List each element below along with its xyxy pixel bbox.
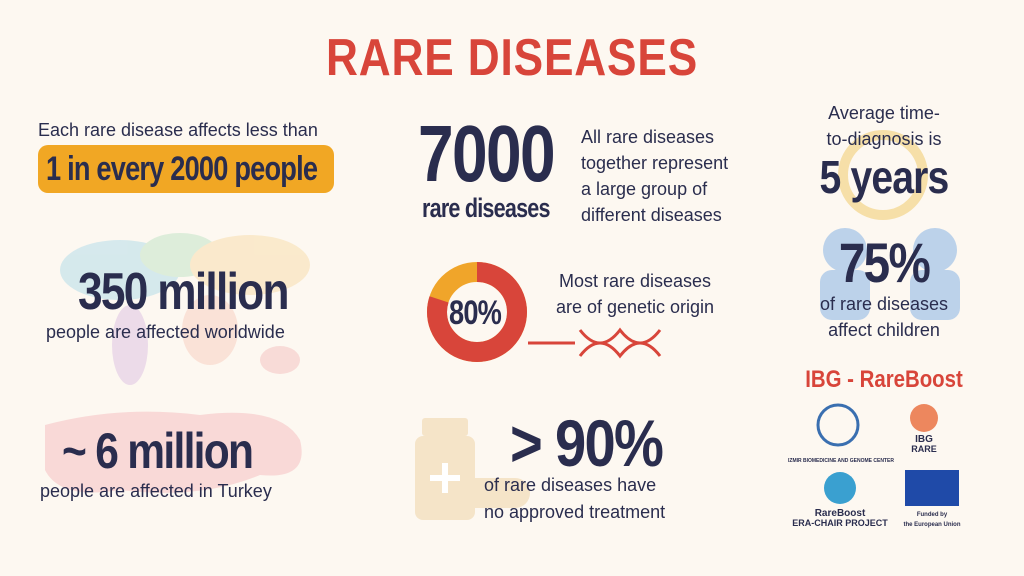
text-line: together represent	[581, 153, 729, 173]
logo-eu	[905, 470, 959, 506]
children-icon	[820, 228, 960, 320]
logo-subtitle: IZMIR BIOMEDICINE AND GENOME CENTER	[788, 458, 894, 464]
turkey-caption: people are affected in Turkey	[40, 481, 272, 501]
clock-icon	[838, 130, 928, 220]
turkey-figure: ~ 6 million	[62, 423, 254, 479]
treatment-figure: > 90%	[510, 406, 664, 480]
logo-rareboost	[824, 472, 856, 504]
logo-name: RareBoost	[814, 508, 866, 519]
children-figure: 75%	[838, 231, 931, 294]
prevalence-intro: Each rare disease affects less than	[38, 120, 318, 140]
prevalence-highlight: 1 in every 2000 people	[46, 150, 318, 188]
text-line: different diseases	[581, 205, 722, 225]
text-line: All rare diseases	[581, 127, 715, 147]
text-line: no approved treatment	[484, 502, 666, 522]
text-line: a large group of	[581, 179, 708, 199]
donut-arc	[427, 262, 527, 362]
dna-icon	[578, 327, 662, 359]
logo-name: IBG	[915, 434, 933, 445]
text-line: affect children	[828, 320, 940, 340]
logo-ibg	[816, 403, 860, 447]
logo-name: IBG	[788, 408, 888, 419]
text-line: are of genetic origin	[555, 297, 715, 317]
count-text: All rare diseases together represent a lar…	[581, 124, 728, 228]
worldwide-figure: 350 million	[78, 263, 289, 321]
world-map	[60, 233, 310, 385]
cross	[430, 463, 460, 493]
highlight-box	[38, 145, 334, 193]
text-line: Average time-	[828, 103, 940, 123]
logo-ibg-rare	[910, 404, 938, 432]
count-figure: 7000	[418, 109, 556, 198]
worldwide-caption: people are affected worldwide	[46, 322, 285, 342]
diagnosis-text: Average time-to-diagnosis is	[800, 100, 968, 152]
donut-label: 80%	[449, 294, 502, 332]
logo-subtitle: RARE	[911, 444, 937, 454]
count-unit: rare diseases	[422, 193, 551, 223]
text-line: of rare diseases have	[484, 475, 657, 495]
logo-subtitle: ERA-CHAIR PROJECT	[792, 518, 888, 528]
text-line: Most rare diseases	[558, 271, 712, 291]
turkey-map	[45, 411, 302, 493]
logo-name: Funded by	[916, 512, 948, 518]
title: RARE DISEASES	[325, 29, 699, 87]
children-text: of rare diseases affect children	[780, 291, 988, 343]
partners-heading: IBG - RareBoost	[805, 366, 963, 393]
diagnosis-figure: 5 years	[819, 151, 950, 203]
treatment-text: of rare diseases have no approved treatme…	[484, 472, 665, 526]
text-line: to-diagnosis is	[826, 129, 942, 149]
text-line: of rare diseases	[819, 294, 949, 314]
genetic-text: Most rare diseases are of genetic origin	[540, 268, 730, 320]
logo-subtitle: the European Union	[903, 522, 961, 528]
